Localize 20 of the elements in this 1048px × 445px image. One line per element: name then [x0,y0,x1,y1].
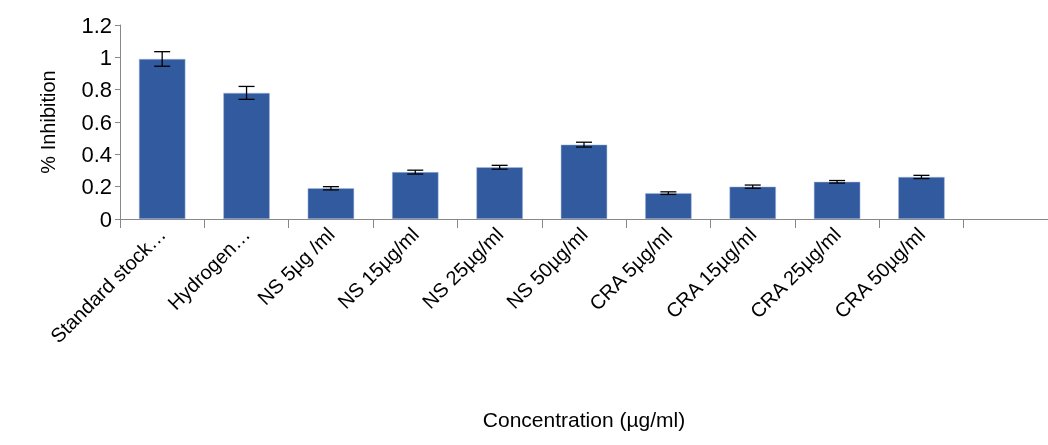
y-tick-label: 1 [99,44,112,70]
y-tick-label: 0.8 [81,77,112,103]
y-tick-label: 0.2 [81,174,112,200]
bar [223,92,270,219]
y-tick-label: 0.6 [81,109,112,135]
bar [729,186,776,219]
x-tick-label: NS 5µg /ml [252,223,339,309]
y-tick-label: 1.2 [81,12,112,38]
y-tick-label: 0 [99,206,112,232]
y-tick-label: 0.4 [81,141,112,167]
bar [813,181,861,219]
bar [392,172,439,219]
bar [476,167,523,219]
bar [138,58,186,219]
x-axis-title: Concentration (µg/ml) [482,408,686,431]
bar [645,193,692,219]
y-axis-title: % Inhibition [37,70,59,174]
bar [307,188,355,219]
bar [898,176,945,219]
bar [560,144,608,219]
